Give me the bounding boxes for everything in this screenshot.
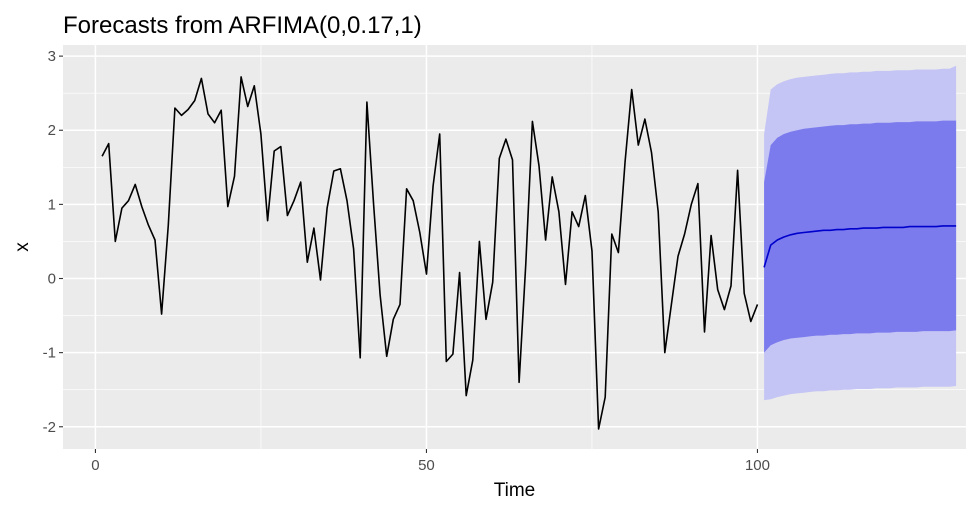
x-tick-label: 50 xyxy=(418,457,435,474)
y-axis: -2 -1 0 1 2 3 xyxy=(43,48,63,436)
y-tick-label: 3 xyxy=(48,48,56,65)
y-tick-label: -2 xyxy=(43,419,56,436)
x-axis: 0 50 100 xyxy=(91,449,770,474)
chart-title: Forecasts from ARFIMA(0,0.17,1) xyxy=(63,12,422,39)
series-line-x xyxy=(101,76,759,430)
prediction-intervals xyxy=(764,65,957,401)
x-tick-label: 0 xyxy=(91,457,99,474)
series-lines xyxy=(101,76,957,430)
y-tick-label: 1 xyxy=(48,196,56,213)
forecast-mean-line xyxy=(763,225,957,268)
interval-80-band xyxy=(764,120,957,353)
y-tick-label: 0 xyxy=(48,271,56,288)
x-tick-label: 100 xyxy=(745,457,770,474)
y-tick-label: 2 xyxy=(48,122,56,139)
y-tick-label: -1 xyxy=(43,345,56,362)
x-axis-title: Time xyxy=(494,480,536,501)
y-axis-title: x xyxy=(12,242,33,252)
